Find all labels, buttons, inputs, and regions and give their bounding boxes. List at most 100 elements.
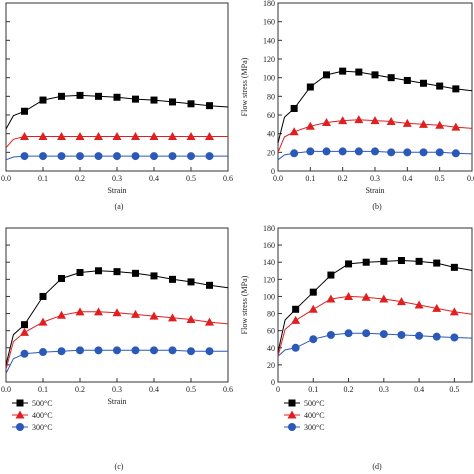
x-tick-label: 0.1 [38,174,48,183]
data-point [370,116,380,125]
panel-label: (b) [372,202,382,211]
y-axis-label: Flow stress (MPa) [240,275,249,334]
data-point [345,260,353,268]
y-tick-label: 140 [263,36,275,45]
y-axis-label: Flow stress (MPa) [240,57,249,116]
data-point [187,100,195,108]
y-tick-label: 100 [263,74,275,83]
chart-panel-2: 0.0 0.1 0.2 0.3 0.4 0.5 0.6 Strain 0 20 40 60 80 100 1… [240,0,474,211]
x-tick-label: 0.5 [449,385,459,394]
legend-label: 500°C [304,399,325,408]
data-point [397,257,405,265]
legend-2: 500°C 400°C 300°C [284,399,325,432]
series-line [277,119,473,153]
data-point [20,152,29,161]
data-point [451,122,461,131]
x-tick-label: 0.2 [75,174,85,183]
data-point [419,119,428,128]
data-point [187,347,195,356]
series-square [5,91,229,130]
data-point [432,303,442,312]
x-tick-label: 0.0 [273,174,283,183]
data-point [150,346,158,355]
data-point [415,331,424,340]
data-point [94,152,103,161]
legend-label: 300°C [32,423,53,432]
legend-marker [16,399,24,407]
data-point [20,131,29,140]
data-point [435,120,445,129]
data-point [112,131,122,140]
data-point [20,349,29,358]
data-point [291,315,301,324]
data-point [150,96,158,104]
data-point [38,131,48,140]
data-point [39,348,47,357]
data-point [344,291,354,300]
series-square [5,267,229,366]
data-point [57,152,66,161]
data-point [338,147,347,156]
data-point [132,269,139,277]
data-point [450,263,458,271]
data-point [187,278,195,286]
data-point [76,268,84,276]
y-tick-label: 40 [267,344,275,353]
x-tick-label: 0.5 [435,174,445,183]
x-tick-label: 0.1 [308,385,318,394]
legend-marker [288,423,296,431]
data-point [95,92,102,100]
data-point [419,148,428,157]
series-circle [277,329,473,357]
data-point [76,91,84,99]
y-tick-label: 0 [271,378,275,387]
data-point [326,330,335,339]
data-point [169,275,176,283]
data-point [149,311,159,320]
x-tick-label: 0.5 [186,385,196,394]
data-point [308,304,318,313]
data-point [39,152,47,161]
data-point [432,332,441,341]
data-point [306,147,315,156]
series-line [277,332,473,357]
x-tick-label: 0.1 [38,385,48,394]
legend-marker [287,410,297,419]
series-line [5,311,229,370]
data-point [186,131,196,140]
x-tick-label: 0.2 [344,385,354,394]
data-point [309,335,318,344]
data-point [402,118,412,127]
y-tick-label: 160 [263,18,275,27]
data-point [290,104,298,112]
data-point [113,152,121,161]
data-point [169,98,176,106]
legend-label: 400°C [32,411,53,420]
data-point [149,131,159,140]
x-tick-label: 0.1 [305,174,315,183]
data-point [386,117,396,126]
x-tick-label: 0.5 [186,174,196,183]
legend-marker [288,399,296,407]
x-axis-label: Strain [107,186,126,195]
series-triangle [277,291,473,357]
x-tick-label: 0.3 [112,385,122,394]
series-triangle [277,115,473,153]
x-tick-label: 0.6 [223,174,233,183]
y-tick-label: 100 [263,292,275,301]
plot-frame [5,2,229,172]
x-tick-label: 0.0 [1,174,11,183]
data-point [344,329,353,338]
data-point [327,271,335,279]
data-point [403,148,412,157]
data-point [186,315,196,324]
series-line [277,295,473,357]
data-point [58,274,65,282]
y-tick-label: 80 [267,310,275,319]
data-point [355,68,363,76]
data-point [131,152,140,161]
data-point [205,152,214,161]
y-tick-label: 180 [263,224,275,233]
data-point [361,292,371,301]
data-point [452,85,460,93]
